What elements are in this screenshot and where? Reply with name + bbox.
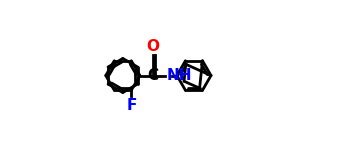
Text: C: C xyxy=(147,68,159,83)
Text: NH: NH xyxy=(166,68,192,83)
Text: O: O xyxy=(147,39,160,54)
Text: F: F xyxy=(126,98,137,113)
